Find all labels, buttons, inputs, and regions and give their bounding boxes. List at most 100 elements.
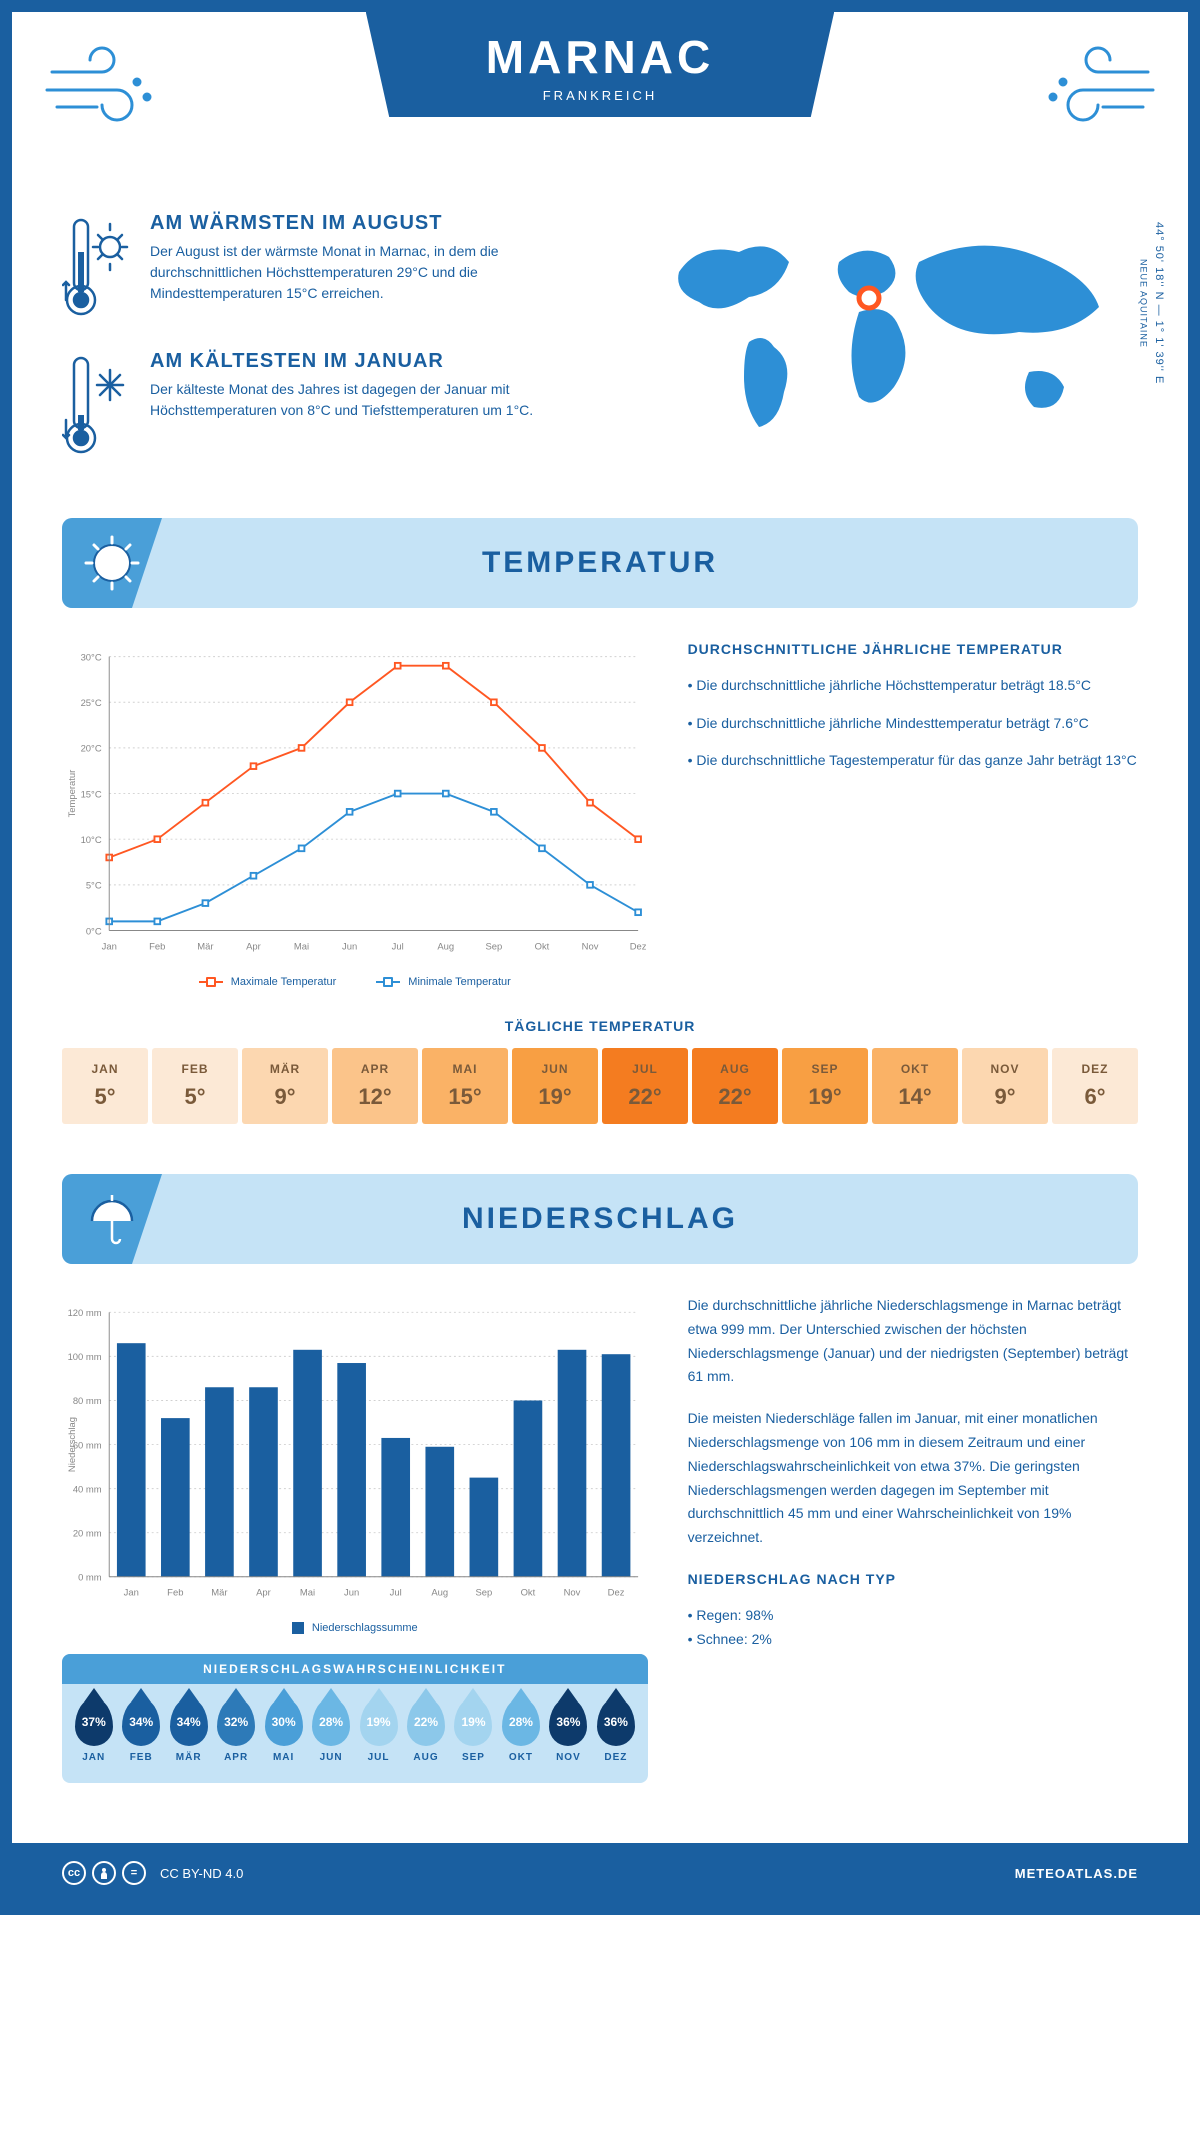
daily-temp-cell: OKT14° (872, 1048, 958, 1124)
type-bullet: • Schnee: 2% (688, 1628, 1138, 1652)
daily-temp-cell: FEB5° (152, 1048, 238, 1124)
svg-text:Nov: Nov (582, 941, 599, 952)
probability-drop: 34%FEB (119, 1698, 162, 1763)
svg-text:Feb: Feb (149, 941, 165, 952)
daily-temp-cell: APR12° (332, 1048, 418, 1124)
svg-text:Jun: Jun (344, 1588, 359, 1599)
svg-text:15°C: 15°C (81, 789, 102, 800)
temp-legend: .legend-item:nth-child(1) .legend-sw::af… (62, 976, 648, 988)
precip-para-2: Die meisten Niederschläge fallen im Janu… (688, 1407, 1138, 1550)
probability-drop: 36%DEZ (594, 1698, 637, 1763)
daily-temp-title: TÄGLICHE TEMPERATUR (62, 1018, 1138, 1034)
summary-title: DURCHSCHNITTLICHE JÄHRLICHE TEMPERATUR (688, 638, 1138, 662)
probability-drop: 34%MÄR (167, 1698, 210, 1763)
svg-text:40 mm: 40 mm (73, 1484, 102, 1495)
svg-text:Apr: Apr (246, 941, 261, 952)
temp-summary: DURCHSCHNITTLICHE JÄHRLICHE TEMPERATUR •… (688, 638, 1138, 988)
svg-text:Mär: Mär (197, 941, 213, 952)
probability-title: NIEDERSCHLAGSWAHRSCHEINLICHKEIT (62, 1654, 648, 1684)
city-title: MARNAC (486, 30, 714, 84)
probability-drop: 37%JAN (72, 1698, 115, 1763)
sun-icon (62, 518, 162, 608)
svg-text:Mär: Mär (211, 1588, 227, 1599)
svg-text:Apr: Apr (256, 1588, 271, 1599)
summary-bullet: • Die durchschnittliche jährliche Höchst… (688, 674, 1138, 698)
temp-row: 0°C5°C10°C15°C20°C25°C30°CJanFebMärAprMa… (62, 638, 1138, 988)
svg-text:Mai: Mai (300, 1588, 315, 1599)
precip-legend: Niederschlagssumme (62, 1622, 648, 1634)
svg-text:Sep: Sep (475, 1588, 492, 1599)
temp-chart: 0°C5°C10°C15°C20°C25°C30°CJanFebMärAprMa… (62, 638, 648, 988)
daily-temp-cell: JAN5° (62, 1048, 148, 1124)
temp-section-bar: TEMPERATUR (62, 518, 1138, 608)
warmest-title: AM WÄRMSTEN IM AUGUST (150, 212, 580, 235)
site-name: METEOATLAS.DE (1015, 1866, 1138, 1881)
legend-max: .legend-item:nth-child(1) .legend-sw::af… (199, 976, 337, 988)
svg-text:80 mm: 80 mm (73, 1396, 102, 1407)
summary-bullet: • Die durchschnittliche Tagestemperatur … (688, 749, 1138, 773)
page-frame: MARNAC FRANKREICH AM WÄRMSTEN IM AUGUST … (0, 0, 1200, 1915)
type-bullet: • Regen: 98% (688, 1604, 1138, 1628)
precip-section-title: NIEDERSCHLAG (462, 1202, 738, 1236)
svg-text:100 mm: 100 mm (68, 1352, 102, 1363)
precip-section-bar: NIEDERSCHLAG (62, 1174, 1138, 1264)
header: MARNAC FRANKREICH (12, 12, 1188, 192)
daily-temp-cell: AUG22° (692, 1048, 778, 1124)
title-ribbon: MARNAC FRANKREICH (366, 12, 834, 117)
svg-text:Temperatur: Temperatur (67, 770, 78, 818)
summary-bullet: • Die durchschnittliche jährliche Mindes… (688, 712, 1138, 736)
cc-icon: cc (62, 1861, 86, 1885)
daily-temp-grid: JAN5°FEB5°MÄR9°APR12°MAI15°JUN19°JUL22°A… (62, 1048, 1138, 1124)
precip-para-1: Die durchschnittliche jährliche Niedersc… (688, 1294, 1138, 1389)
svg-text:Aug: Aug (437, 941, 454, 952)
daily-temp-cell: DEZ6° (1052, 1048, 1138, 1124)
nd-icon: = (122, 1861, 146, 1885)
daily-temp-cell: MÄR9° (242, 1048, 328, 1124)
probability-drop: 28%OKT (499, 1698, 542, 1763)
probability-box: NIEDERSCHLAGSWAHRSCHEINLICHKEIT 37%JAN34… (62, 1654, 648, 1783)
svg-text:0 mm: 0 mm (78, 1573, 102, 1584)
svg-text:Dez: Dez (608, 1588, 625, 1599)
precip-chart: 0 mm20 mm40 mm60 mm80 mm100 mm120 mmJanF… (62, 1294, 648, 1783)
svg-text:30°C: 30°C (81, 652, 102, 663)
coords-value: 44° 50' 18'' N — 1° 1' 39'' E (1153, 222, 1165, 384)
svg-text:Sep: Sep (485, 941, 502, 952)
daily-temp-cell: JUN19° (512, 1048, 598, 1124)
precip-row: 0 mm20 mm40 mm60 mm80 mm100 mm120 mmJanF… (62, 1294, 1138, 1783)
coldest-fact: AM KÄLTESTEN IM JANUAR Der kälteste Mona… (62, 350, 580, 460)
wind-icon (1038, 42, 1158, 132)
svg-text:Mai: Mai (294, 941, 309, 952)
svg-text:Dez: Dez (630, 941, 647, 952)
svg-text:25°C: 25°C (81, 698, 102, 709)
svg-text:20 mm: 20 mm (73, 1528, 102, 1539)
svg-text:Okt: Okt (521, 1588, 536, 1599)
umbrella-icon (62, 1174, 162, 1264)
legend-precip: Niederschlagssumme (292, 1622, 418, 1634)
daily-temp-cell: NOV9° (962, 1048, 1048, 1124)
country-subtitle: FRANKREICH (486, 88, 714, 103)
license-text: CC BY-ND 4.0 (160, 1866, 243, 1881)
legend-min: .legend-item:nth-child(2) .legend-sw::af… (376, 976, 511, 988)
daily-temp: TÄGLICHE TEMPERATUR JAN5°FEB5°MÄR9°APR12… (62, 1018, 1138, 1124)
intro-facts: AM WÄRMSTEN IM AUGUST Der August ist der… (62, 212, 580, 488)
by-type-title: NIEDERSCHLAG NACH TYP (688, 1568, 1138, 1592)
svg-text:Jan: Jan (124, 1588, 139, 1599)
intro-row: AM WÄRMSTEN IM AUGUST Der August ist der… (62, 212, 1138, 488)
license: cc = CC BY-ND 4.0 (62, 1861, 243, 1885)
probability-drop: 28%JUN (309, 1698, 352, 1763)
warmest-text: Der August ist der wärmste Monat in Marn… (150, 241, 580, 304)
coldest-title: AM KÄLTESTEN IM JANUAR (150, 350, 580, 373)
probability-drop: 30%MAI (262, 1698, 305, 1763)
svg-text:Feb: Feb (167, 1588, 183, 1599)
content: AM WÄRMSTEN IM AUGUST Der August ist der… (12, 212, 1188, 1843)
by-icon (92, 1861, 116, 1885)
temp-section-title: TEMPERATUR (482, 546, 718, 580)
probability-drop: 19%JUL (357, 1698, 400, 1763)
svg-text:10°C: 10°C (81, 835, 102, 846)
svg-text:Aug: Aug (431, 1588, 448, 1599)
world-map: 44° 50' 18'' N — 1° 1' 39'' E NEUE AQUIT… (620, 212, 1138, 488)
warmest-fact: AM WÄRMSTEN IM AUGUST Der August ist der… (62, 212, 580, 322)
daily-temp-cell: MAI15° (422, 1048, 508, 1124)
footer: cc = CC BY-ND 4.0 METEOATLAS.DE (12, 1843, 1188, 1903)
daily-temp-cell: SEP19° (782, 1048, 868, 1124)
